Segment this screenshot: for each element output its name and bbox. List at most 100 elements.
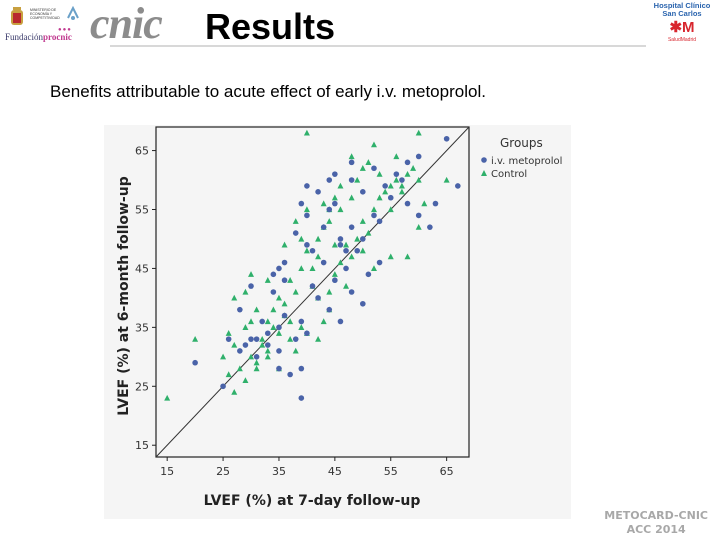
metoprolol-point bbox=[292, 230, 299, 236]
legend-control-marker bbox=[481, 170, 487, 176]
legend-control-label: Control bbox=[491, 169, 527, 180]
metoprolol-point bbox=[281, 259, 288, 266]
control-point bbox=[354, 176, 361, 183]
footer-line1: METOCARD-CNIC bbox=[604, 509, 708, 522]
control-point bbox=[298, 235, 305, 242]
control-point bbox=[164, 394, 171, 401]
y-tick-label: 45 bbox=[135, 262, 149, 275]
metoprolol-point bbox=[343, 265, 349, 272]
metoprolol-point bbox=[332, 171, 338, 177]
metoprolol-point bbox=[264, 330, 271, 337]
metoprolol-point bbox=[348, 289, 355, 295]
control-point bbox=[320, 200, 327, 207]
control-point bbox=[287, 318, 294, 325]
x-tick-label: 15 bbox=[160, 465, 174, 478]
control-point bbox=[331, 194, 338, 201]
control-point bbox=[270, 306, 277, 313]
control-point bbox=[410, 165, 417, 171]
control-point bbox=[264, 353, 271, 360]
control-point bbox=[259, 341, 266, 348]
metoprolol-point bbox=[382, 183, 388, 189]
control-point bbox=[393, 176, 400, 183]
metoprolol-point bbox=[248, 336, 254, 342]
metoprolol-point bbox=[192, 359, 198, 366]
control-point bbox=[359, 165, 366, 171]
metoprolol-point bbox=[354, 247, 361, 254]
hospital-brand: SaludMadrid bbox=[667, 37, 697, 43]
control-point bbox=[359, 247, 366, 254]
control-point bbox=[387, 182, 394, 189]
y-tick-label: 25 bbox=[135, 380, 149, 393]
control-point bbox=[331, 241, 338, 248]
metoprolol-point bbox=[371, 212, 377, 219]
control-point bbox=[365, 229, 372, 236]
y-axis-label: LVEF (%) at 6-month follow-up bbox=[116, 176, 132, 415]
scatter-chart: 15 25 35 45 55 65 15 25 35 45 55 65 LVEF (%) at 7-d… bbox=[116, 126, 562, 509]
y-tick-label: 55 bbox=[135, 204, 149, 217]
control-point bbox=[404, 170, 411, 177]
control-point bbox=[281, 300, 288, 307]
control-point bbox=[337, 259, 344, 266]
control-point bbox=[398, 188, 405, 195]
metoprolol-point bbox=[281, 277, 288, 284]
metoprolol-point bbox=[304, 330, 310, 337]
control-point bbox=[393, 153, 400, 160]
control-point bbox=[192, 335, 199, 342]
metoprolol-point bbox=[320, 224, 327, 230]
slide-subtitle: Benefits attributable to acute effect of… bbox=[50, 82, 486, 101]
control-point bbox=[315, 335, 322, 342]
metoprolol-point bbox=[304, 242, 310, 248]
metoprolol-point bbox=[415, 153, 422, 160]
control-point bbox=[303, 129, 310, 136]
metoprolol-point bbox=[292, 336, 299, 342]
fundacion-procnic-logo: Fundaciónprocnic bbox=[5, 32, 72, 42]
metoprolol-point bbox=[348, 177, 355, 183]
control-point bbox=[415, 129, 422, 136]
metoprolol-point bbox=[326, 206, 333, 213]
control-point bbox=[370, 206, 377, 213]
metoprolol-point bbox=[332, 277, 338, 284]
metoprolol-point bbox=[360, 189, 366, 195]
metoprolol-point bbox=[326, 177, 333, 183]
control-point bbox=[242, 288, 249, 295]
metoprolol-point bbox=[337, 242, 344, 248]
footer-study-label: METOCARD-CNIC ACC 2014 bbox=[604, 509, 708, 537]
control-point bbox=[275, 330, 282, 336]
control-point bbox=[264, 347, 271, 354]
madrid-star-icon: ✱M bbox=[669, 19, 695, 36]
control-point bbox=[337, 206, 344, 213]
legend-title: Groups bbox=[500, 136, 543, 150]
metoprolol-point bbox=[320, 259, 327, 266]
control-point bbox=[303, 247, 310, 254]
metoprolol-point bbox=[432, 200, 439, 207]
control-point bbox=[264, 277, 271, 283]
control-point bbox=[231, 388, 238, 395]
control-point bbox=[242, 324, 249, 330]
control-point bbox=[231, 341, 238, 348]
metoprolol-point bbox=[281, 312, 288, 319]
control-point bbox=[309, 265, 316, 272]
metoprolol-point bbox=[337, 318, 344, 325]
chart-panel: 15 25 35 45 55 65 15 25 35 45 55 65 LVEF (%) at 7-d… bbox=[104, 125, 571, 519]
y-tick-label: 35 bbox=[135, 321, 149, 334]
control-point bbox=[292, 288, 299, 295]
metoprolol-point bbox=[404, 200, 411, 207]
control-point bbox=[398, 182, 405, 189]
control-point bbox=[259, 335, 266, 342]
control-point bbox=[415, 223, 422, 230]
ministerio-text: MINISTERIO DE ECONOMÍA Y COMPETITIVIDAD bbox=[30, 8, 60, 20]
metoprolol-point bbox=[304, 183, 310, 189]
hospital-line1: Hospital Clínico bbox=[653, 1, 711, 10]
x-tick-label: 65 bbox=[440, 465, 454, 478]
x-tick-label: 25 bbox=[216, 465, 230, 478]
metoprolol-point bbox=[298, 318, 305, 325]
metoprolol-point bbox=[315, 189, 321, 195]
control-point bbox=[326, 288, 333, 295]
control-point bbox=[337, 182, 344, 189]
control-point bbox=[298, 324, 305, 330]
metoprolol-point bbox=[264, 342, 271, 348]
metoprolol-point bbox=[276, 324, 282, 331]
metoprolol-point bbox=[348, 224, 355, 230]
control-point bbox=[292, 347, 299, 354]
control-point bbox=[387, 253, 394, 260]
